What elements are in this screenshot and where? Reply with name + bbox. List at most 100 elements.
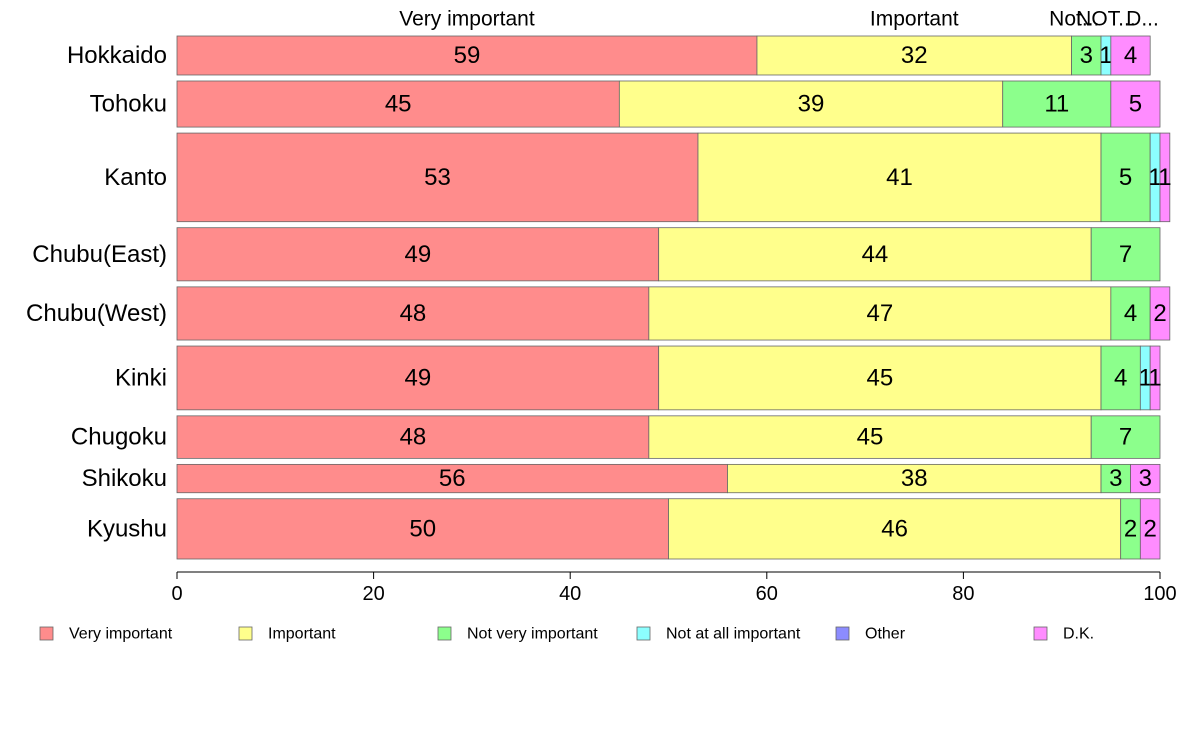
data-label: 49	[404, 364, 431, 391]
column-header-label: NOT...	[1076, 8, 1136, 31]
legend-label: Very important	[69, 626, 173, 643]
bar-segment	[648, 415, 1092, 459]
data-label: 41	[886, 164, 913, 191]
bar-segment	[1110, 35, 1151, 76]
legend-item: Other	[835, 626, 906, 643]
category-label: Tohoku	[90, 91, 167, 118]
data-label: 48	[400, 424, 427, 451]
bar-segment	[176, 80, 620, 128]
data-label: 45	[385, 91, 412, 118]
data-label: 2	[1143, 515, 1156, 542]
bar-segment	[658, 227, 1092, 282]
data-label: 39	[798, 91, 825, 118]
column-header-label: Not...	[1049, 8, 1099, 31]
data-label: 50	[409, 515, 436, 542]
data-label: 49	[404, 241, 431, 268]
bar-segment	[618, 80, 1004, 128]
data-label: 3	[1109, 465, 1122, 492]
data-label: 1	[1139, 364, 1152, 391]
data-label: 1	[1148, 164, 1161, 191]
bar-segment	[1090, 415, 1161, 459]
category-label: Shikoku	[82, 465, 167, 492]
bar-segment	[668, 498, 1122, 560]
data-label: 44	[862, 241, 889, 268]
bar-segment	[1110, 286, 1151, 341]
x-tick-label: 40	[559, 583, 581, 605]
bar-segment	[1002, 80, 1112, 128]
bar-row: Kinki 49 45 4 11	[115, 345, 1162, 411]
bar-segment	[176, 227, 660, 282]
bar-segment	[176, 35, 758, 76]
bar-segment	[648, 286, 1112, 341]
data-label: 59	[454, 42, 481, 69]
legend-label: Not at all important	[666, 626, 801, 643]
bar-row: Chubu(East) 49 44 7	[32, 227, 1161, 282]
data-label: 5	[1119, 164, 1132, 191]
legend-label: Not very important	[467, 626, 598, 643]
bar-segment	[1090, 227, 1161, 282]
legend-label: Important	[268, 626, 336, 643]
legend-swatch	[835, 626, 850, 641]
category-label: Kyushu	[87, 515, 167, 542]
bar-segment	[1149, 345, 1161, 411]
legend-label: D.K.	[1063, 626, 1094, 643]
bar-row: Kyushu 50 46 2 2	[87, 498, 1161, 560]
legend-swatch	[1033, 626, 1048, 641]
legend: Very important Important Not very importan…	[39, 626, 1094, 643]
data-label: 2	[1153, 300, 1166, 327]
legend-label: Other	[865, 626, 906, 643]
legend-item: Not at all important	[636, 626, 801, 643]
data-label: 48	[400, 300, 427, 327]
legend-item: Important	[238, 626, 336, 643]
category-label: Chubu(East)	[32, 241, 167, 268]
x-tick-label: 100	[1143, 583, 1176, 605]
bar-segment	[1139, 498, 1161, 560]
bar-row: Tohoku 45 39 11 5	[90, 80, 1161, 128]
bar-row: Chugoku 48 45 7	[71, 415, 1161, 459]
top-labels: Very important Important Not...NOT...D...	[399, 8, 1159, 31]
category-label: Chugoku	[71, 424, 167, 451]
data-label: 1	[1148, 364, 1161, 391]
bar-segment	[1159, 132, 1171, 223]
data-label: 46	[881, 515, 908, 542]
data-label: 2	[1124, 515, 1137, 542]
bar-segment	[658, 345, 1102, 411]
data-label: 56	[439, 465, 466, 492]
legend-swatch	[636, 626, 651, 641]
data-label: 5	[1129, 91, 1142, 118]
data-label: 4	[1114, 364, 1127, 391]
legend-swatch	[39, 626, 54, 641]
data-label: 45	[866, 364, 893, 391]
category-label: Chubu(West)	[26, 300, 167, 327]
bar-segment	[1149, 286, 1171, 341]
category-label: Kanto	[104, 164, 167, 191]
bar-segment	[1130, 463, 1161, 494]
bar-segment	[176, 286, 650, 341]
bar-segment	[1071, 35, 1102, 76]
x-tick-label: 0	[171, 583, 182, 605]
bar-row: Chubu(West) 48 47 4 2	[26, 286, 1171, 341]
data-label: 1	[1158, 164, 1171, 191]
data-label: 4	[1124, 300, 1137, 327]
column-header-label: Important	[870, 8, 959, 31]
bar-row: Shikoku 56 38 3 3	[82, 463, 1161, 494]
legend-swatch	[437, 626, 452, 641]
data-label: 32	[901, 42, 928, 69]
category-label: Hokkaido	[67, 42, 167, 69]
bar-segment	[176, 463, 728, 494]
x-tick-label: 60	[756, 583, 778, 605]
x-tick-label: 80	[952, 583, 974, 605]
bar-segment	[727, 463, 1102, 494]
data-label: 4	[1124, 42, 1137, 69]
data-label: 45	[857, 424, 884, 451]
data-label: 1	[1099, 42, 1112, 69]
data-label: 7	[1119, 241, 1132, 268]
column-header-label: Very important	[399, 8, 535, 31]
x-tick-label: 20	[362, 583, 384, 605]
data-label: 7	[1119, 424, 1132, 451]
bar-segment	[176, 345, 660, 411]
column-header-label: D...	[1126, 8, 1159, 31]
legend-item: Not very important	[437, 626, 598, 643]
